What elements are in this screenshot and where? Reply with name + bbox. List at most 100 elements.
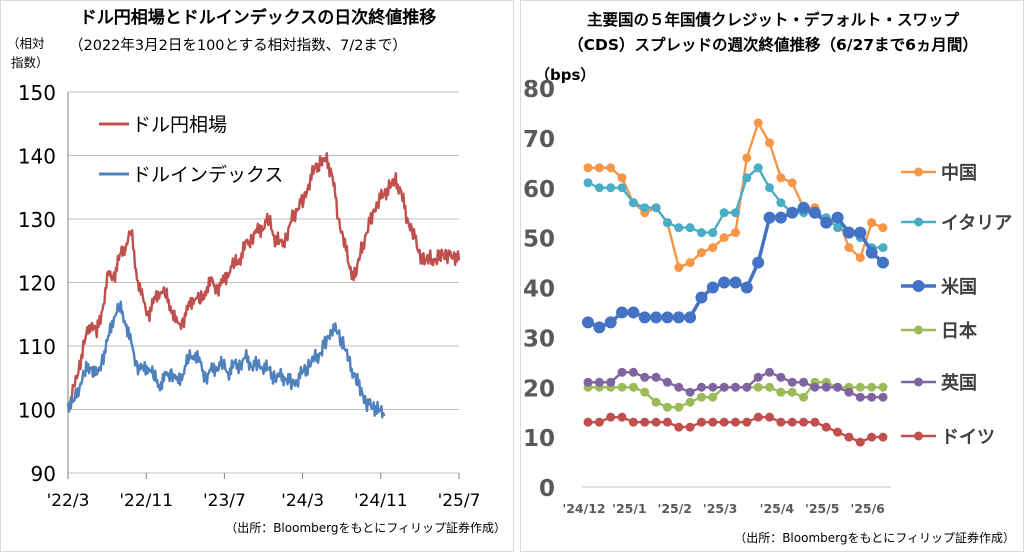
right-point-series-4 bbox=[878, 392, 888, 402]
left-chart-title: ドル円相場とドルインデックスの日次終値推移 bbox=[80, 7, 437, 28]
right-point-series-5 bbox=[878, 432, 888, 442]
right-point-series-3 bbox=[765, 382, 775, 392]
right-y-tick-label: 60 bbox=[523, 177, 555, 203]
right-point-series-3 bbox=[617, 382, 627, 392]
right-point-series-4 bbox=[719, 382, 729, 392]
right-x-tick-label: '25/1 bbox=[612, 501, 647, 516]
left-x-tick-label: '22/3 bbox=[47, 491, 90, 511]
right-point-series-0 bbox=[787, 178, 797, 188]
right-point-series-3 bbox=[799, 392, 809, 402]
right-x-tick-label: '25/5 bbox=[805, 501, 840, 516]
left-y-tick-label: 150 bbox=[18, 81, 56, 105]
right-point-series-2 bbox=[854, 226, 867, 239]
right-point-series-2 bbox=[797, 201, 810, 214]
right-point-series-0 bbox=[878, 223, 888, 233]
right-point-series-4 bbox=[787, 377, 797, 387]
right-point-series-0 bbox=[617, 173, 627, 183]
right-point-series-5 bbox=[662, 417, 672, 427]
right-y-unit: （bps） bbox=[535, 66, 595, 84]
right-point-series-4 bbox=[594, 377, 604, 387]
right-point-series-2 bbox=[718, 276, 731, 289]
right-point-series-3 bbox=[674, 402, 684, 412]
right-point-series-5 bbox=[617, 412, 627, 422]
right-point-series-4 bbox=[867, 392, 877, 402]
left-chart-panel: ドル円相場とドルインデックスの日次終値推移 （2022年3月2日を100とする相… bbox=[0, 0, 514, 552]
right-point-series-1 bbox=[753, 163, 763, 173]
right-legend-marker bbox=[914, 325, 923, 335]
right-point-series-4 bbox=[810, 382, 820, 392]
right-y-tick-label: 20 bbox=[523, 376, 555, 402]
right-point-series-3 bbox=[787, 387, 797, 397]
left-x-axis: '22/3 '22/11 '23/7 '24/3 '24/11 '25/7 bbox=[47, 473, 481, 511]
left-grid bbox=[67, 91, 459, 474]
right-point-series-4 bbox=[583, 377, 593, 387]
right-point-series-0 bbox=[606, 163, 616, 173]
right-point-series-0 bbox=[696, 248, 706, 258]
right-point-series-3 bbox=[685, 397, 695, 407]
right-point-series-5 bbox=[776, 417, 786, 427]
right-point-series-1 bbox=[731, 208, 740, 218]
right-y-tick-label: 70 bbox=[523, 127, 555, 153]
right-y-axis: 0 10 20 30 40 50 60 70 80 bbox=[523, 77, 555, 502]
left-x-tick-label: '22/11 bbox=[119, 491, 173, 511]
right-point-series-0 bbox=[685, 258, 695, 268]
right-point-series-4 bbox=[685, 387, 695, 397]
right-x-axis: '24/12 '25/1 '25/2 '25/3 '25/4 '25/5 '25/6 bbox=[562, 486, 891, 516]
right-point-series-4 bbox=[776, 372, 786, 382]
right-point-series-1 bbox=[674, 223, 684, 233]
right-point-series-1 bbox=[776, 198, 786, 208]
right-legend-marker bbox=[914, 167, 923, 177]
right-legend-label: 米国 bbox=[941, 276, 977, 298]
right-point-series-4 bbox=[674, 382, 684, 392]
right-y-tick-label: 30 bbox=[523, 326, 555, 352]
right-legend-marker bbox=[914, 377, 923, 387]
right-point-series-4 bbox=[855, 392, 865, 402]
right-point-series-4 bbox=[696, 382, 706, 392]
right-point-series-5 bbox=[674, 422, 684, 432]
right-point-series-0 bbox=[844, 243, 854, 253]
right-point-series-0 bbox=[742, 153, 752, 163]
right-point-series-3 bbox=[651, 397, 661, 407]
right-point-series-5 bbox=[844, 432, 854, 442]
left-y-tick-label: 110 bbox=[18, 335, 56, 359]
right-x-tick-label: '25/4 bbox=[760, 501, 795, 516]
right-point-series-5 bbox=[753, 412, 763, 422]
left-x-tick-label: '23/7 bbox=[203, 491, 246, 511]
right-point-series-4 bbox=[799, 377, 809, 387]
right-point-series-1 bbox=[617, 183, 627, 193]
right-x-tick-label: '25/3 bbox=[703, 501, 738, 516]
left-x-tick-label: '25/7 bbox=[438, 491, 481, 511]
left-y-tick-label: 130 bbox=[18, 208, 56, 232]
right-legend-label: 英国 bbox=[940, 372, 977, 394]
right-point-series-2 bbox=[865, 246, 878, 259]
right-point-series-5 bbox=[696, 417, 706, 427]
left-y-tick-label: 140 bbox=[18, 145, 56, 169]
right-point-series-4 bbox=[651, 372, 661, 382]
right-legend-label: 日本 bbox=[941, 320, 977, 342]
right-point-series-2 bbox=[695, 291, 708, 304]
right-point-series-2 bbox=[763, 211, 776, 224]
right-point-series-2 bbox=[729, 276, 742, 289]
right-point-series-0 bbox=[776, 173, 786, 183]
right-point-series-1 bbox=[594, 183, 604, 193]
right-point-series-2 bbox=[820, 216, 833, 229]
right-point-series-5 bbox=[833, 427, 843, 437]
legend-label-dollar-index: ドルインデックス bbox=[132, 164, 283, 186]
right-point-series-5 bbox=[719, 417, 729, 427]
right-point-series-3 bbox=[855, 382, 865, 392]
right-point-series-1 bbox=[628, 198, 638, 208]
right-point-series-4 bbox=[731, 382, 740, 392]
right-point-series-2 bbox=[842, 226, 855, 239]
right-point-series-5 bbox=[810, 417, 820, 427]
right-point-series-5 bbox=[855, 437, 865, 447]
right-point-series-3 bbox=[776, 387, 786, 397]
right-point-series-5 bbox=[765, 412, 775, 422]
right-point-series-4 bbox=[640, 372, 650, 382]
left-y-tick-label: 120 bbox=[18, 272, 56, 296]
right-point-series-3 bbox=[662, 402, 672, 412]
right-point-series-4 bbox=[844, 387, 854, 397]
right-point-series-1 bbox=[685, 223, 695, 233]
right-line-series-0 bbox=[588, 121, 884, 269]
right-point-series-3 bbox=[696, 392, 706, 402]
